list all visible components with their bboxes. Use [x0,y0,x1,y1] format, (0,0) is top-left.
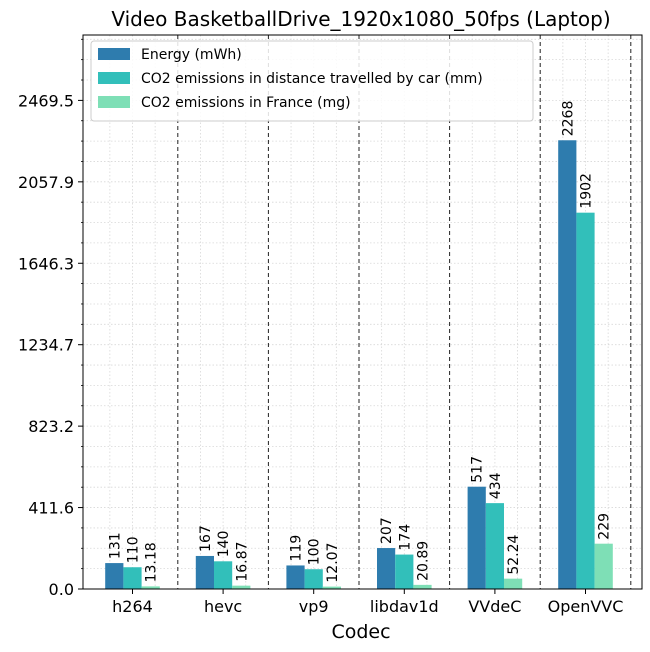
category-separators [177,35,632,589]
bar [322,586,341,589]
legend-entry: CO2 emissions in distance travelled by c… [141,71,483,87]
bar [576,212,595,589]
y-tick-label: 0.0 [49,580,74,599]
bar [105,563,124,589]
x-tick-label: OpenVVC [548,597,624,616]
x-axis: h264 hevc vp9 libdav1d VVdeC OpenVVC [112,589,623,616]
bar-label: 12.07 [325,543,341,583]
x-axis-label: Codec [331,621,390,643]
bar-label: 110 [126,537,142,564]
bar [485,503,504,589]
bar-label: 229 [597,513,613,540]
x-tick-label: vp9 [299,597,329,616]
y-tick-label: 411.6 [28,499,74,518]
bar-label: 140 [216,531,232,558]
bar [467,486,486,589]
legend-box [90,40,534,122]
y-tick-label: 2057.9 [18,173,74,192]
bar-label: 20.89 [416,541,432,581]
bar [123,567,142,589]
bar [594,543,613,589]
legend-swatch [98,48,130,60]
bar-label: 1902 [579,173,595,209]
bar-label: 167 [198,525,214,552]
bar-label: 119 [289,535,305,562]
legend-swatch [98,96,130,108]
bar-label: 434 [488,472,504,499]
legend-entry: CO2 emissions in France (mg) [141,95,351,111]
y-tick-label: 2469.5 [18,91,74,110]
y-tick-label: 1646.3 [18,254,74,273]
bar [304,569,323,589]
bars [105,140,613,589]
chart-title: Video BasketballDrive_1920x1080_50fps (L… [111,7,610,31]
x-tick-label: hevc [204,597,242,616]
bar-label: 16.87 [234,542,250,582]
bar [232,585,251,589]
bar [214,561,233,589]
x-tick-label: VVdeC [468,597,521,616]
grid [83,35,642,589]
bar-label: 131 [107,532,123,559]
y-tick-label: 1234.7 [18,336,74,355]
bar-labels: 131 167 119 207 517 2268 110 140 100 174 434 1902 13… [107,101,612,583]
bar-label: 13.18 [144,542,160,582]
bar [195,555,214,589]
bar-label: 207 [379,517,395,544]
legend-swatch [98,72,130,84]
bar-label: 174 [397,524,413,551]
bar-label: 52.24 [506,534,522,574]
bar [286,565,305,589]
y-axis: 0.0 411.6 823.2 1234.7 1646.3 2057.9 2469.5 [18,38,83,599]
bar [377,548,396,589]
bar-label: 517 [470,456,486,483]
bar-label: 2268 [560,101,576,137]
bar [558,140,577,589]
x-tick-label: h264 [112,597,153,616]
bar [395,554,414,589]
x-tick-label: libdav1d [370,597,439,616]
legend-entry: Energy (mWh) [141,47,242,63]
y-tick-label: 823.2 [28,417,74,436]
bar [413,584,432,589]
bar-label: 100 [307,538,323,565]
bar [141,586,160,589]
bar [504,578,523,589]
plot-frame [82,34,643,590]
legend: Energy (mWh) CO2 emissions in distance tr… [90,40,534,122]
